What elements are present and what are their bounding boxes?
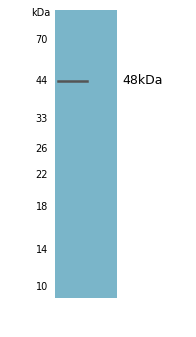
Text: 26: 26 (36, 144, 48, 154)
Text: 14: 14 (36, 245, 48, 255)
Text: 33: 33 (36, 114, 48, 124)
Text: 48kDa: 48kDa (122, 74, 163, 87)
Text: 44: 44 (36, 76, 48, 86)
Text: 22: 22 (35, 170, 48, 180)
Bar (55, 10, 117, 298)
Text: 70: 70 (36, 35, 48, 45)
Text: 18: 18 (36, 202, 48, 212)
Text: 10: 10 (36, 282, 48, 292)
Text: kDa: kDa (31, 8, 50, 19)
